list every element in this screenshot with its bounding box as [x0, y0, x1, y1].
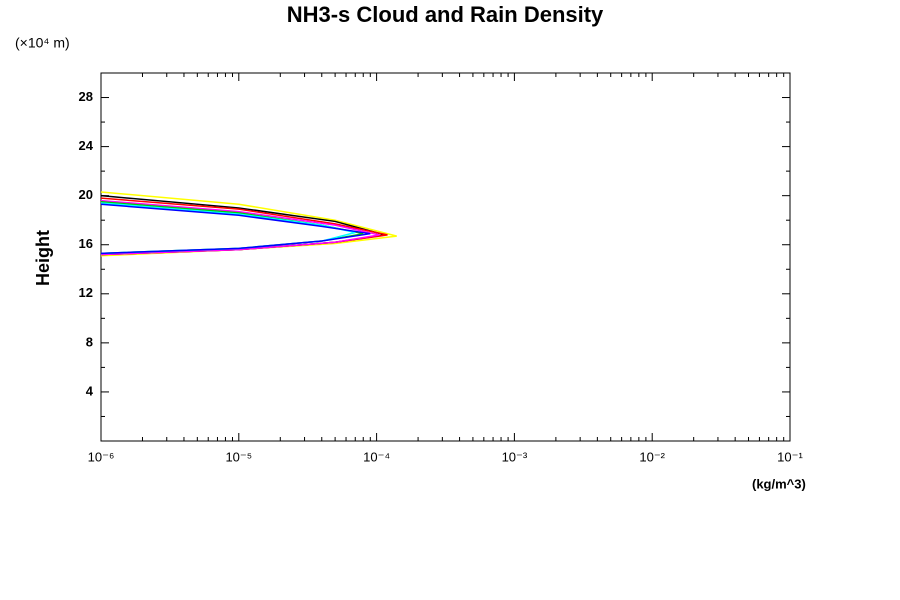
x-tick-label: 10⁻⁴ [363, 449, 390, 464]
x-tick-label: 10⁻³ [502, 449, 528, 464]
x-unit: (kg/m^3) [752, 476, 806, 491]
y-tick-label: 24 [79, 138, 94, 153]
y-unit: (×10⁴ m) [15, 35, 70, 51]
x-tick-label: 10⁻⁶ [88, 449, 115, 464]
density-line [100, 199, 380, 256]
y-tick-label: 16 [79, 236, 93, 251]
density-line [100, 201, 364, 255]
chart-title: NH3-s Cloud and Rain Density [287, 2, 604, 27]
plot-frame [100, 72, 791, 442]
y-tick-label: 20 [79, 187, 93, 202]
x-tick-label: 10⁻⁵ [225, 449, 252, 464]
y-axis-label: Height [33, 230, 53, 286]
x-tick-label: 10⁻¹ [777, 449, 803, 464]
density-line [100, 203, 371, 255]
y-tick-label: 28 [79, 89, 93, 104]
y-tick-label: 8 [86, 334, 93, 349]
x-tick-label: 10⁻² [639, 449, 665, 464]
y-tick-label: 12 [79, 285, 93, 300]
y-tick-label: 4 [86, 383, 94, 398]
